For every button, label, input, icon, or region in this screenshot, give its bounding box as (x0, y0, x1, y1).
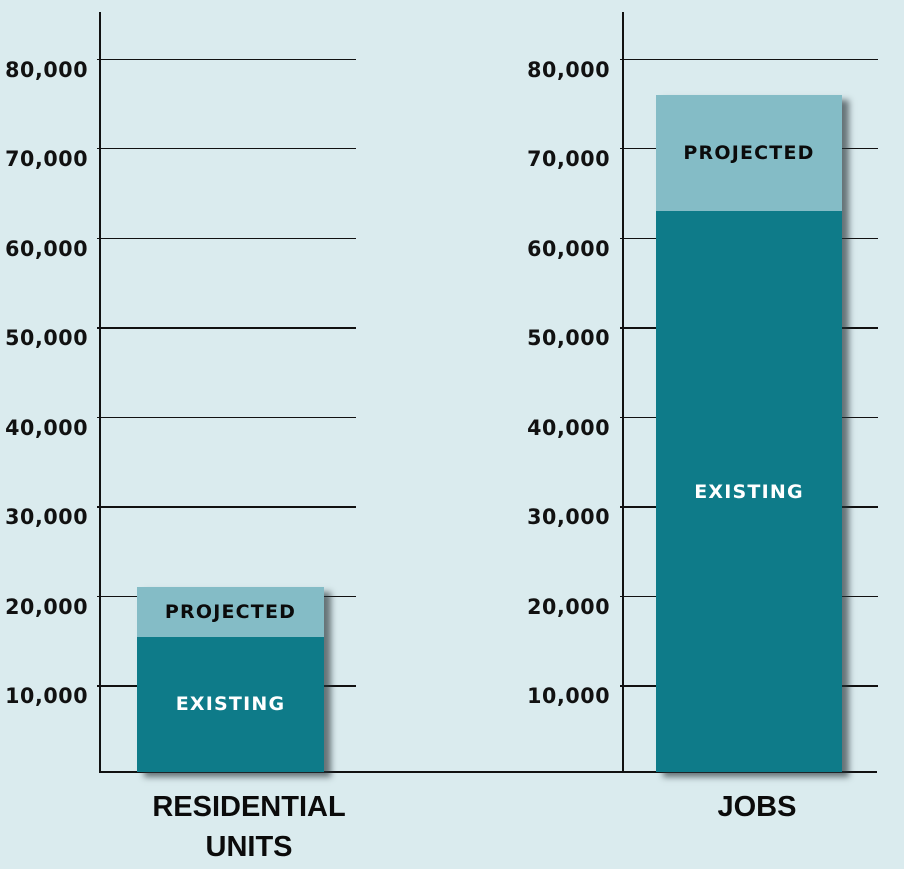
bar-jobs: PROJECTED EXISTING (656, 94, 842, 772)
gridline (97, 237, 356, 239)
bar-segment-projected: PROJECTED (656, 94, 842, 212)
category-label-line1: RESIDENTIAL (152, 791, 346, 823)
y-tick-label: 70,000 (5, 147, 89, 172)
segment-label-projected: PROJECTED (164, 601, 297, 624)
bar-residential-units: PROJECTED EXISTING (137, 587, 324, 772)
category-label: JOBS (607, 787, 904, 827)
y-tick-label: 30,000 (527, 505, 611, 530)
y-tick-label: 60,000 (527, 236, 611, 261)
y-tick-label: 30,000 (5, 505, 89, 530)
y-tick-label: 20,000 (527, 594, 611, 619)
bar-segment-existing: EXISTING (137, 636, 324, 772)
y-tick-label: 60,000 (5, 236, 89, 261)
y-tick-label: 20,000 (5, 594, 89, 619)
segment-label-existing: EXISTING (694, 480, 804, 503)
gridline (97, 416, 356, 419)
segment-label-projected: PROJECTED (683, 142, 815, 165)
x-axis-baseline (99, 771, 877, 773)
category-label: RESIDENTIAL UNITS (99, 787, 399, 867)
y-tick-label: 10,000 (5, 684, 89, 709)
y-tick-label: 40,000 (5, 415, 89, 440)
bar-segment-projected: PROJECTED (137, 587, 324, 637)
y-axis (99, 12, 101, 772)
y-axis (622, 12, 624, 772)
y-tick-label: 80,000 (5, 57, 89, 82)
category-label-line1: JOBS (717, 791, 797, 823)
gridline (97, 506, 356, 508)
y-tick-label: 50,000 (5, 326, 89, 351)
gridline (620, 58, 878, 60)
y-tick-label: 40,000 (527, 415, 611, 440)
gridline (97, 327, 356, 329)
gridline (97, 148, 356, 150)
category-label-line2: UNITS (205, 831, 293, 863)
segment-label-existing: EXISTING (175, 693, 286, 716)
y-tick-label: 70,000 (527, 147, 611, 172)
gridline (97, 58, 356, 60)
y-tick-label: 10,000 (527, 684, 611, 709)
y-tick-label: 80,000 (527, 57, 611, 82)
bar-segment-existing: EXISTING (656, 211, 842, 772)
y-tick-label: 50,000 (527, 326, 611, 351)
